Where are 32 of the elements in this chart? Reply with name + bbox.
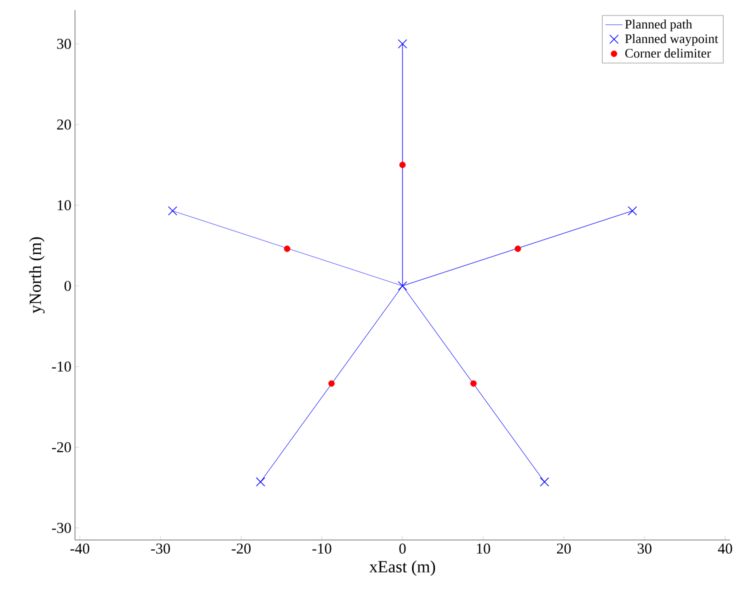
x-tick-label: 0 [399, 544, 406, 554]
y-tick-label: 20 [57, 119, 71, 130]
y-tick-label: -30 [52, 522, 71, 533]
x-tick-label: 30 [638, 544, 652, 554]
x-tick-label: -40 [70, 544, 90, 554]
x-tick-label: 40 [718, 544, 732, 554]
point [470, 380, 477, 387]
point [398, 281, 408, 291]
y-axis-title: yNorth (m) [29, 237, 45, 314]
x-axis-title: xEast (m) [369, 560, 436, 576]
point [540, 477, 550, 487]
point [256, 477, 266, 487]
point [398, 39, 408, 49]
point [328, 380, 335, 387]
legend-label: Corner delimiter [625, 48, 711, 58]
y-tick-label: 10 [58, 200, 71, 210]
legend-label: Planned path [625, 19, 692, 32]
x-tick-label: 20 [556, 544, 571, 554]
point [514, 246, 522, 252]
y-tick-label: 30 [57, 38, 71, 49]
point [399, 162, 406, 168]
y-tick-label: -20 [52, 442, 71, 452]
y-tick-label: 0 [64, 280, 71, 291]
x-tick-label: 10 [476, 544, 490, 554]
y-tick-label: -10 [52, 361, 71, 372]
point [168, 206, 178, 216]
x-tick-label: -10 [312, 544, 332, 554]
point [628, 206, 638, 216]
x-tick-label: -20 [232, 544, 251, 554]
point [284, 246, 290, 252]
legend-label: Planned waypoint [625, 34, 718, 46]
x-tick-label: -30 [151, 544, 170, 554]
